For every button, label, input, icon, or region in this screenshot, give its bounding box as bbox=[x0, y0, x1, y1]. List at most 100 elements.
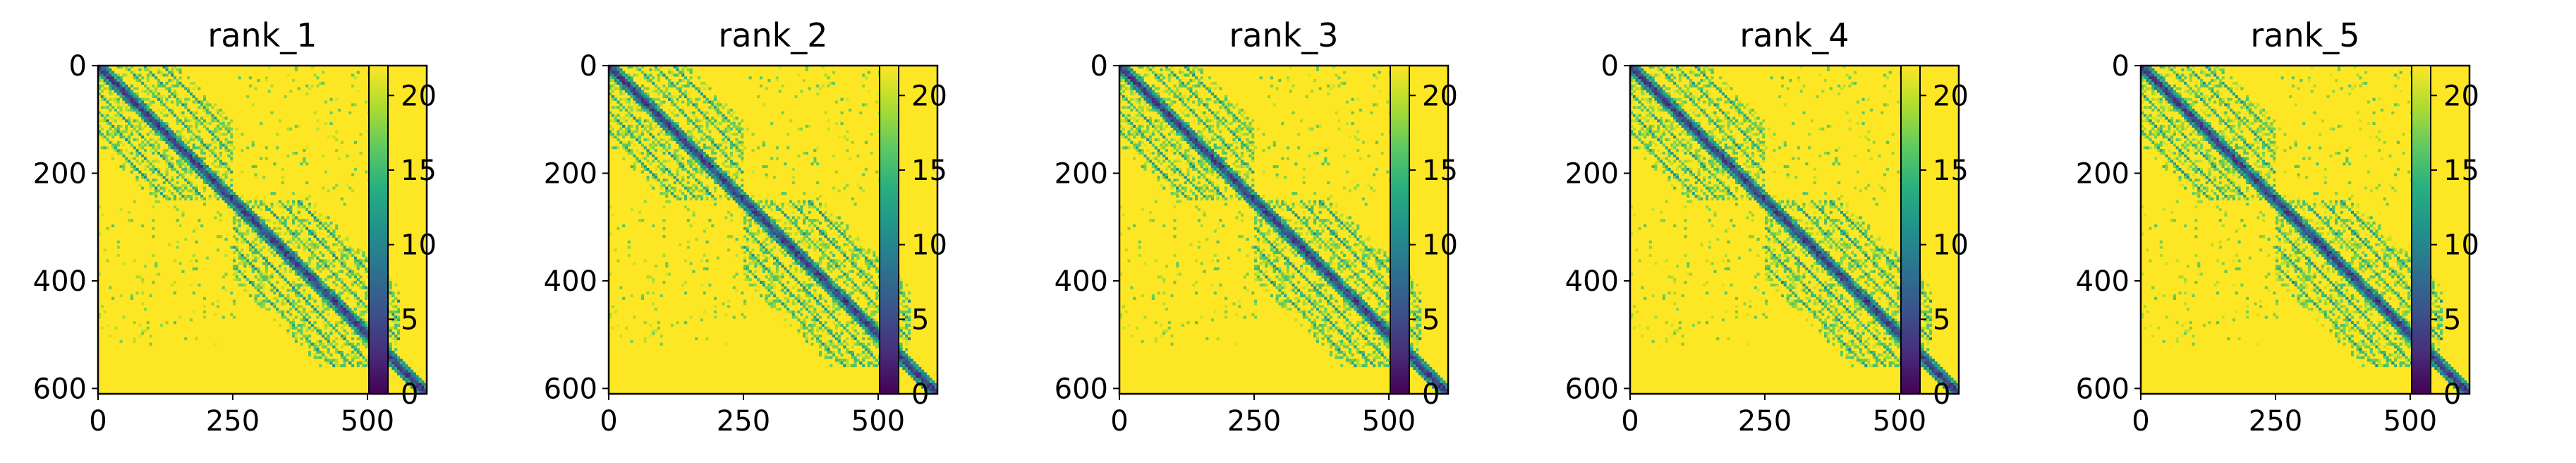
heatmap-cell bbox=[292, 265, 296, 268]
heatmap-cell bbox=[660, 130, 663, 133]
heatmap-cell bbox=[116, 84, 120, 88]
heatmap-cell bbox=[141, 154, 145, 157]
heatmap-cell bbox=[681, 100, 685, 104]
heatmap-cell bbox=[784, 192, 787, 196]
heatmap-cell bbox=[762, 216, 765, 220]
heatmap-cell bbox=[168, 189, 171, 193]
heatmap-cell bbox=[128, 151, 131, 155]
heatmap-cell bbox=[770, 286, 774, 289]
heatmap-cell bbox=[738, 140, 741, 144]
heatmap-cell bbox=[154, 95, 158, 99]
heatmap-cell bbox=[719, 114, 722, 117]
heatmap-cell bbox=[356, 348, 360, 351]
heatmap-cell bbox=[254, 232, 257, 236]
heatmap-cell bbox=[257, 232, 260, 236]
heatmap-cell bbox=[622, 157, 626, 160]
heatmap-cell bbox=[614, 79, 617, 83]
heatmap-cell bbox=[189, 197, 193, 200]
heatmap-cell bbox=[257, 79, 260, 83]
heatmap-cell bbox=[343, 329, 346, 332]
heatmap-cell bbox=[389, 286, 392, 289]
heatmap-cell bbox=[830, 213, 833, 217]
heatmap-cell bbox=[130, 103, 133, 107]
heatmap-cell bbox=[810, 222, 814, 225]
heatmap-cell bbox=[122, 143, 126, 147]
heatmap-cell bbox=[152, 205, 155, 209]
heatmap-cell bbox=[278, 291, 282, 295]
heatmap-cell bbox=[165, 138, 169, 142]
heatmap-cell bbox=[200, 103, 204, 107]
heatmap-cell bbox=[754, 208, 758, 212]
heatmap-cell bbox=[278, 253, 282, 257]
heatmap-cell bbox=[219, 160, 223, 163]
heatmap-cell bbox=[195, 127, 198, 131]
heatmap-cell bbox=[254, 200, 257, 203]
heatmap-cell bbox=[362, 364, 365, 368]
heatmap-cell bbox=[818, 339, 822, 343]
heatmap-cell bbox=[405, 380, 408, 384]
heatmap-cell bbox=[171, 192, 174, 196]
heatmap-cell bbox=[746, 219, 749, 222]
heatmap-cell bbox=[300, 265, 303, 268]
heatmap-cell bbox=[227, 127, 231, 131]
heatmap-cell bbox=[689, 151, 693, 155]
heatmap-cell bbox=[695, 149, 698, 152]
heatmap-cell bbox=[622, 76, 626, 80]
heatmap-cell bbox=[165, 106, 169, 109]
heatmap-cell bbox=[146, 140, 150, 144]
x-tick-label: 500 bbox=[341, 405, 394, 438]
heatmap-cell bbox=[165, 122, 169, 126]
heatmap-cell bbox=[662, 227, 666, 230]
heatmap-cell bbox=[111, 116, 115, 120]
heatmap-cell bbox=[116, 73, 120, 77]
heatmap-cell bbox=[646, 124, 650, 128]
heatmap-cell bbox=[716, 176, 719, 179]
heatmap-cell bbox=[765, 275, 768, 279]
heatmap-cell bbox=[679, 165, 682, 169]
heatmap-cell bbox=[316, 262, 320, 265]
heatmap-cell bbox=[241, 272, 244, 276]
heatmap-cell bbox=[686, 100, 690, 104]
heatmap-cell bbox=[351, 248, 355, 252]
heatmap-cell bbox=[246, 210, 250, 214]
heatmap-cell bbox=[114, 326, 118, 330]
heatmap-cell bbox=[168, 79, 171, 83]
heatmap-cell bbox=[176, 92, 179, 96]
heatmap-cell bbox=[294, 265, 298, 268]
heatmap-cell bbox=[278, 248, 282, 252]
heatmap-cell bbox=[238, 197, 241, 200]
heatmap-cell bbox=[810, 275, 814, 279]
heatmap-cell bbox=[119, 119, 123, 123]
heatmap-cell bbox=[281, 240, 284, 243]
heatmap-cell bbox=[184, 140, 188, 144]
heatmap-cell bbox=[313, 345, 317, 349]
heatmap-cell bbox=[622, 119, 626, 123]
heatmap-cell bbox=[649, 323, 652, 327]
heatmap-cell bbox=[824, 345, 827, 349]
heatmap-cell bbox=[116, 124, 120, 128]
heatmap-cell bbox=[781, 240, 784, 243]
heatmap-cell bbox=[157, 170, 161, 174]
heatmap-cell bbox=[616, 227, 620, 230]
heatmap-cell bbox=[297, 329, 300, 332]
heatmap-cell bbox=[616, 146, 620, 150]
heatmap-cell bbox=[232, 299, 236, 303]
heatmap-cell bbox=[281, 313, 284, 316]
heatmap-cell bbox=[365, 359, 368, 362]
heatmap-cell bbox=[362, 342, 365, 346]
heatmap-cell bbox=[630, 79, 633, 83]
heatmap-cell bbox=[741, 189, 744, 193]
heatmap-cell bbox=[757, 256, 760, 260]
heatmap-cell bbox=[391, 351, 395, 354]
heatmap-cell bbox=[202, 305, 207, 308]
heatmap-cell bbox=[805, 68, 808, 71]
heatmap-cell bbox=[238, 200, 241, 203]
heatmap-cell bbox=[818, 87, 822, 90]
heatmap-cell bbox=[232, 315, 236, 319]
heatmap-cell bbox=[808, 205, 811, 209]
heatmap-cell bbox=[670, 154, 674, 157]
heatmap-cell bbox=[294, 289, 298, 292]
heatmap-cell bbox=[202, 95, 207, 99]
heatmap-cell bbox=[305, 92, 309, 96]
heatmap-cell bbox=[319, 270, 322, 273]
